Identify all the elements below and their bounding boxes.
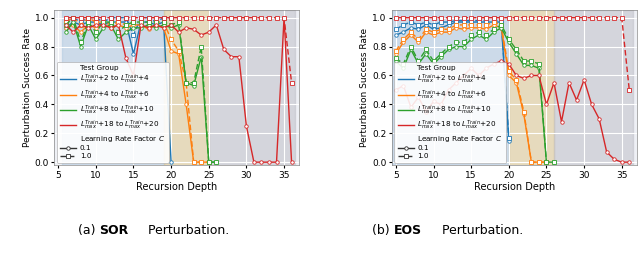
Text: (b): (b) xyxy=(372,224,394,237)
Y-axis label: Perturbation Success Rate: Perturbation Success Rate xyxy=(22,28,32,147)
Text: SOR: SOR xyxy=(99,224,129,237)
Bar xyxy=(554,10,633,165)
Legend: Test Group, $L^{Train}_{max}$+2 to $L^{Train}_{max}$+4, $L^{Train}_{max}$+4 to $: Test Group, $L^{Train}_{max}$+2 to $L^{T… xyxy=(56,62,168,163)
Legend: Test Group, $L^{Train}_{max}$+2 to $L^{Train}_{max}$+4, $L^{Train}_{max}$+4 to $: Test Group, $L^{Train}_{max}$+2 to $L^{T… xyxy=(394,62,506,163)
Text: Perturbation.: Perturbation. xyxy=(438,224,524,237)
Text: (a): (a) xyxy=(77,224,99,237)
Bar xyxy=(392,10,509,165)
Bar xyxy=(509,10,554,165)
Y-axis label: Perturbation Success Rate: Perturbation Success Rate xyxy=(360,28,369,147)
X-axis label: Recursion Depth: Recursion Depth xyxy=(474,182,555,192)
Bar xyxy=(209,10,295,165)
Bar xyxy=(62,10,164,165)
Bar xyxy=(164,10,209,165)
Text: Perturbation.: Perturbation. xyxy=(144,224,229,237)
Text: EOS: EOS xyxy=(394,224,422,237)
X-axis label: Recursion Depth: Recursion Depth xyxy=(136,182,218,192)
